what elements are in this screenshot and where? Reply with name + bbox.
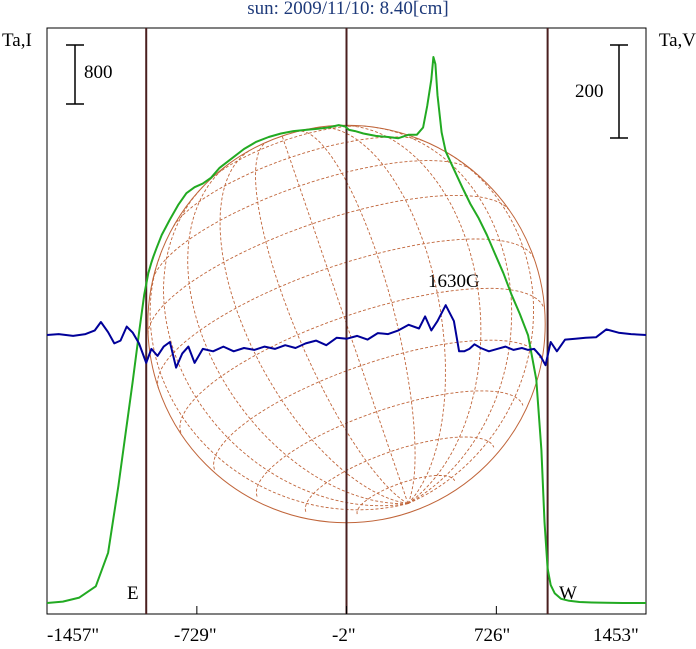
latitude-line — [152, 160, 472, 279]
longitude-line — [187, 162, 409, 505]
left-scale-bar — [66, 44, 84, 105]
longitude-line — [255, 141, 409, 504]
latitude-line — [356, 475, 456, 515]
east-limb-label: E — [127, 583, 139, 604]
chart-title: sun: 2009/11/10: 8.40[cm] — [247, 0, 449, 19]
latitude-line — [179, 287, 545, 433]
x-tick-label: 726" — [474, 625, 511, 646]
longitude-line — [163, 186, 409, 507]
right-scale-bar — [610, 44, 628, 139]
intensity-series-line — [46, 56, 646, 604]
x-tick-label: -729" — [174, 625, 217, 646]
latitude-line — [255, 390, 524, 497]
left-scale-bar-label: 800 — [84, 62, 113, 83]
longitude-line — [338, 124, 482, 504]
active-region-annotation: 1630G — [428, 271, 480, 292]
x-tick-label: 1453" — [593, 625, 639, 646]
longitude-line — [407, 152, 534, 505]
longitude-line — [297, 130, 416, 504]
longitude-line — [281, 135, 409, 504]
latitude-line — [147, 194, 510, 334]
longitude-line — [315, 126, 446, 504]
latitude-line — [304, 436, 495, 512]
x-tick-label: -2" — [332, 625, 356, 646]
polarization-series-line — [46, 304, 647, 369]
longitude-line — [219, 149, 409, 505]
x-tick-label: -1457" — [47, 625, 100, 646]
latitude-line — [213, 339, 541, 470]
left-axis-label: Ta,I — [2, 30, 32, 51]
right-axis-label: Ta,V — [658, 30, 696, 51]
right-scale-bar-label: 200 — [575, 81, 604, 102]
longitude-line — [149, 250, 409, 511]
